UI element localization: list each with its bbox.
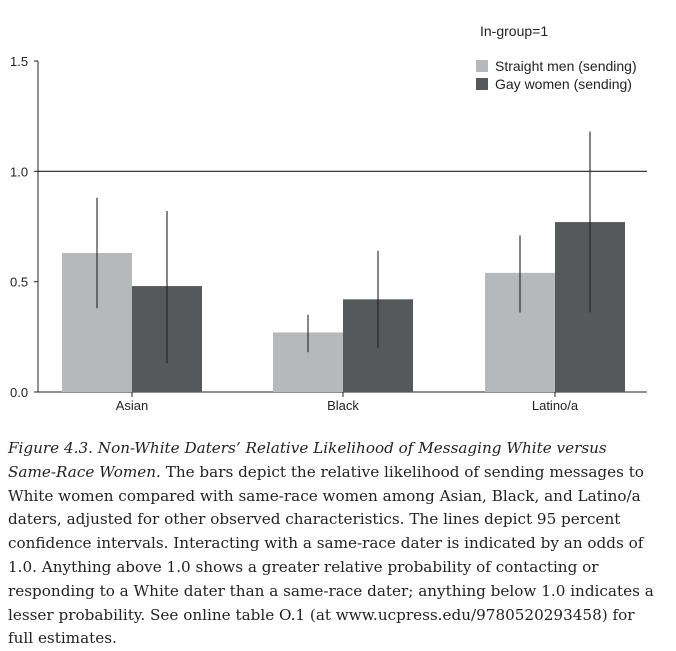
figure-caption-title: Figure 4.3. Non-White Daters’ Relative L… (8, 439, 607, 481)
legend-entry: Straight men (sending) (495, 58, 637, 74)
x-tick-label: Asian (116, 398, 149, 413)
chart-bars (62, 222, 625, 392)
bar-chart: 0.0 0.5 1.0 1.5 Asian Black Latino/a In-group=… (10, 23, 647, 413)
y-tick-label: 1.5 (10, 54, 28, 69)
figure-caption-body: The bars depict the relative likelihood … (8, 462, 654, 648)
chart-legend: In-group=1 Straight men (sending) Gay wome… (476, 23, 637, 92)
chart-error-bars (96, 131, 591, 364)
y-tick-label: 1.0 (10, 164, 28, 179)
legend-title: In-group=1 (480, 23, 548, 39)
x-tick-label: Latino/a (532, 398, 579, 413)
legend-swatch (476, 60, 488, 72)
legend-entry: Gay women (sending) (495, 76, 632, 92)
x-tick-label: Black (327, 398, 359, 413)
y-tick-label: 0.0 (10, 385, 28, 400)
figure-caption: Figure 4.3. Non-White Daters’ Relative L… (8, 437, 658, 651)
legend-swatch (476, 78, 488, 90)
y-tick-label: 0.5 (10, 275, 28, 290)
